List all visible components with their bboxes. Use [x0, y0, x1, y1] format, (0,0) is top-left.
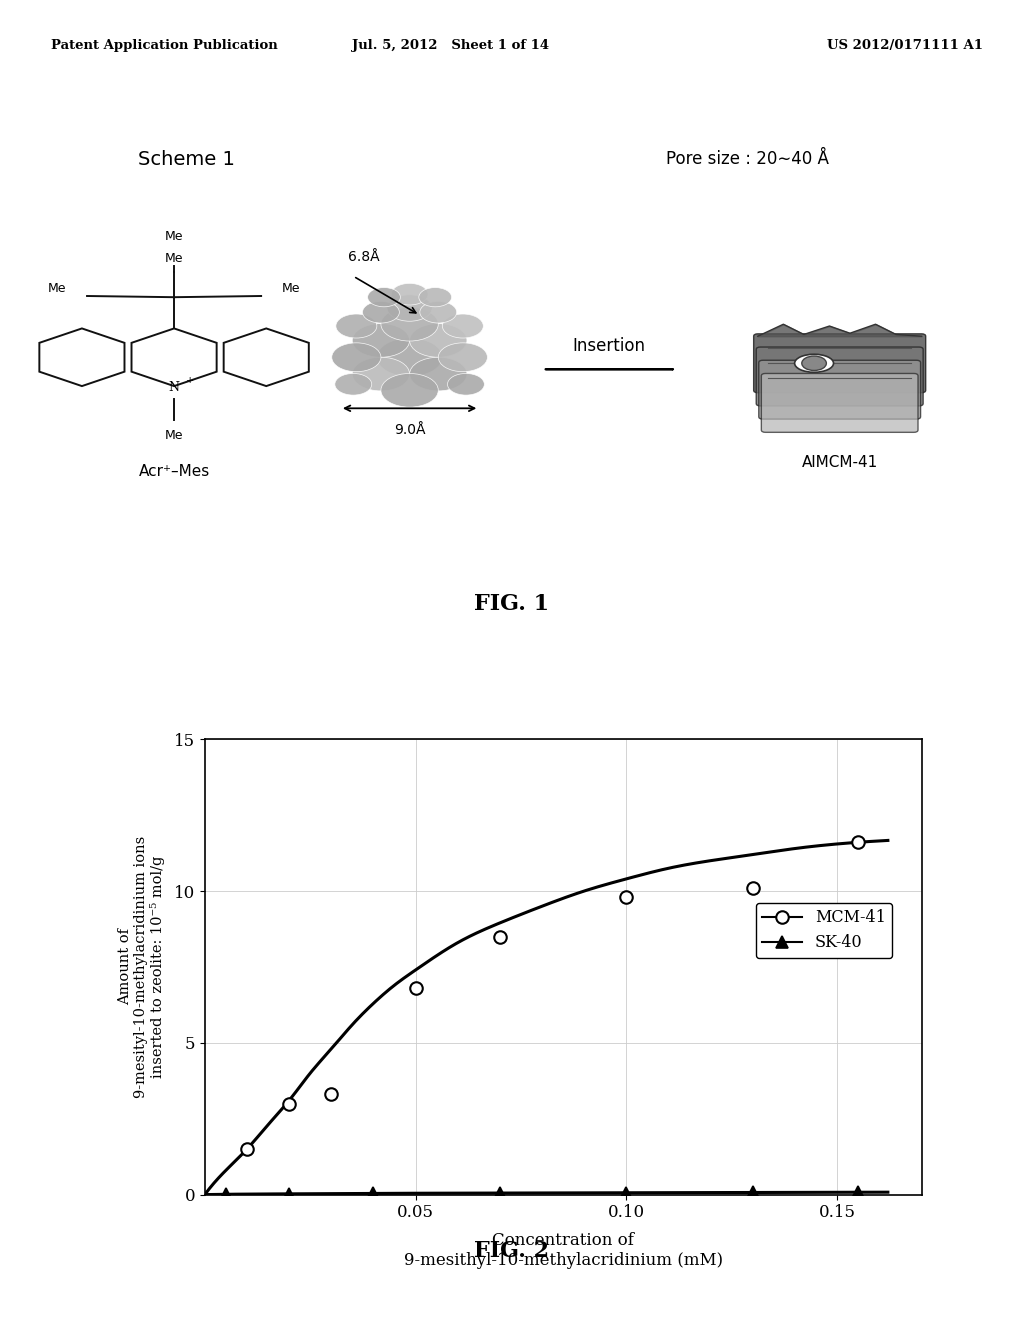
Circle shape — [442, 314, 483, 338]
FancyBboxPatch shape — [759, 360, 921, 420]
Circle shape — [362, 301, 399, 323]
Text: Patent Application Publication: Patent Application Publication — [51, 40, 278, 53]
Text: FIG. 2: FIG. 2 — [474, 1241, 550, 1262]
Circle shape — [420, 301, 457, 323]
Circle shape — [336, 314, 377, 338]
Circle shape — [377, 338, 442, 376]
Text: Me: Me — [165, 429, 183, 442]
Text: 6.8Å: 6.8Å — [348, 251, 379, 264]
Text: N: N — [169, 380, 179, 393]
Text: Pore size : 20∼40 Å: Pore size : 20∼40 Å — [666, 150, 829, 168]
Y-axis label: Amount of
9-mesityl-10-methylacridinium ions
inserted to zeolite: 10⁻⁵ mol/g: Amount of 9-mesityl-10-methylacridinium … — [118, 836, 166, 1098]
Text: Me: Me — [282, 281, 300, 294]
Circle shape — [802, 356, 826, 371]
Circle shape — [335, 374, 372, 395]
Ellipse shape — [795, 354, 834, 372]
Circle shape — [387, 294, 432, 321]
FancyBboxPatch shape — [756, 347, 924, 407]
Circle shape — [368, 288, 400, 306]
Legend: MCM-41, SK-40: MCM-41, SK-40 — [756, 903, 892, 958]
FancyBboxPatch shape — [754, 334, 926, 392]
Circle shape — [410, 323, 467, 358]
Circle shape — [381, 374, 438, 407]
Circle shape — [447, 374, 484, 395]
Text: Me: Me — [48, 281, 67, 294]
FancyBboxPatch shape — [762, 374, 919, 433]
Circle shape — [352, 323, 410, 358]
X-axis label: Concentration of
9-mesithyl-10-methylacridinium (mM): Concentration of 9-mesithyl-10-methylacr… — [403, 1233, 723, 1269]
Text: AlMCM-41: AlMCM-41 — [802, 455, 878, 470]
Text: 9.0Å: 9.0Å — [394, 424, 425, 437]
Circle shape — [438, 343, 487, 372]
Circle shape — [419, 288, 452, 306]
Text: Me: Me — [165, 230, 183, 243]
Text: +: + — [186, 376, 195, 384]
Text: Jul. 5, 2012   Sheet 1 of 14: Jul. 5, 2012 Sheet 1 of 14 — [352, 40, 549, 53]
Circle shape — [332, 343, 381, 372]
Text: Scheme 1: Scheme 1 — [138, 149, 236, 169]
Text: Me: Me — [165, 252, 183, 264]
Text: Insertion: Insertion — [572, 338, 646, 355]
Circle shape — [352, 358, 410, 391]
Circle shape — [381, 308, 438, 341]
Text: US 2012/0171111 A1: US 2012/0171111 A1 — [827, 40, 983, 53]
Text: FIG. 1: FIG. 1 — [474, 593, 550, 615]
Circle shape — [391, 284, 428, 305]
Circle shape — [410, 358, 467, 391]
Text: Acr⁺–Mes: Acr⁺–Mes — [138, 463, 210, 479]
